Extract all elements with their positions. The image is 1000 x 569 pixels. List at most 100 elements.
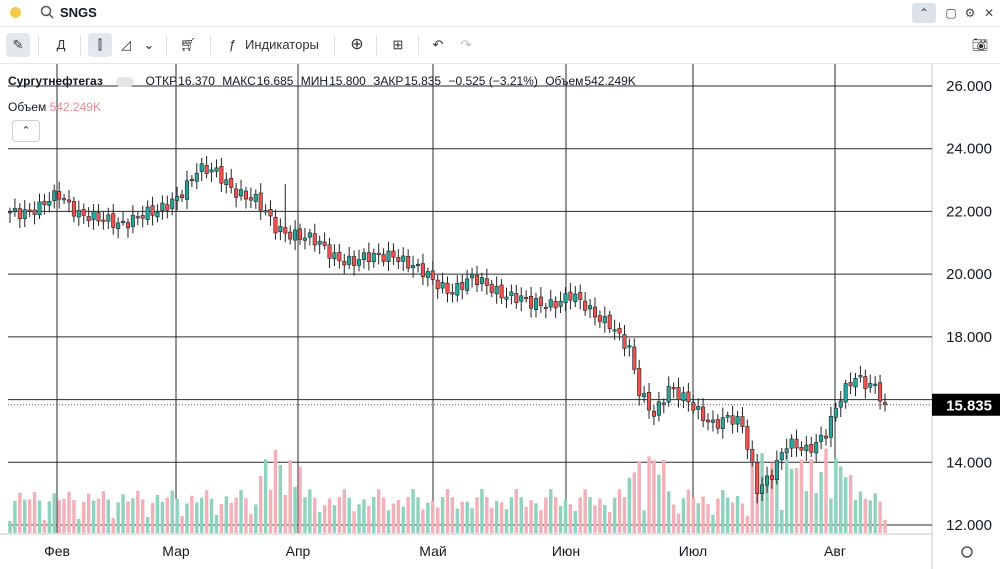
candle-body	[524, 297, 529, 300]
window-restore-icon[interactable]: ▢	[945, 6, 957, 20]
volume-bar	[175, 498, 179, 533]
layout-grid-icon[interactable]: ⊞	[392, 37, 404, 52]
candle-body	[371, 252, 376, 263]
candle-body	[819, 434, 824, 442]
candle-body	[76, 210, 81, 218]
candle-body	[617, 327, 622, 334]
indicators-icon[interactable]: ƒ	[228, 37, 236, 52]
candle-body	[22, 209, 27, 219]
volume-bar	[470, 508, 474, 533]
candle-body	[356, 259, 362, 266]
candle-body	[175, 196, 180, 201]
candle-body	[799, 447, 804, 451]
volume-bar	[824, 448, 828, 533]
candle-body	[386, 250, 391, 262]
candle-body	[696, 406, 701, 410]
candle-body	[504, 296, 509, 300]
candle-body	[130, 214, 135, 227]
draw-pencil-icon[interactable]: ✎	[6, 33, 30, 57]
volume-bar	[190, 495, 194, 533]
last-price-label: 15.835	[946, 398, 992, 415]
open-value: 16.370	[178, 74, 215, 88]
candle-body	[243, 190, 248, 200]
volume-bar	[386, 510, 391, 533]
candle-body	[91, 211, 96, 221]
volume-bar	[136, 490, 140, 533]
volume-bar	[342, 489, 346, 533]
candle-body	[632, 346, 637, 370]
candle-body	[745, 426, 750, 450]
volume-bar	[883, 519, 887, 533]
volume-bar	[111, 517, 115, 533]
candle-body	[214, 167, 219, 172]
volume-bar	[91, 500, 96, 533]
candle-body	[656, 401, 661, 416]
area-chart-type-icon[interactable]: ◿	[121, 37, 131, 52]
volume-bar	[258, 475, 263, 533]
candle-body	[234, 188, 239, 198]
volume-bar	[86, 493, 91, 533]
volume-bar	[411, 489, 415, 533]
indicators-button[interactable]: Индикаторы	[245, 37, 319, 52]
volume-bar	[637, 461, 641, 533]
volume-bar	[372, 497, 376, 533]
volume-bar	[283, 494, 288, 533]
candle-body	[666, 386, 671, 403]
volume-bar	[701, 496, 705, 533]
collapse-up-icon[interactable]: ⌃	[912, 3, 936, 23]
add-plus-icon[interactable]: ⊕	[350, 36, 364, 53]
volume-bar	[691, 497, 696, 533]
cart-icon[interactable]: 🛒︎	[179, 37, 197, 52]
interval-button[interactable]: Д	[56, 37, 66, 52]
candle-body	[337, 251, 342, 262]
volume-bar	[406, 497, 410, 533]
volume-bar	[716, 498, 720, 533]
candle-body	[327, 244, 332, 259]
title-bar: SNGS ⌃ ▢ ⚙ ✕	[0, 0, 1000, 27]
redo-icon[interactable]: ↷	[460, 37, 472, 52]
settings-gear-icon[interactable]: ⚙	[964, 6, 976, 20]
candle-body	[7, 211, 13, 214]
candle-body	[465, 278, 470, 291]
volume-bar	[819, 471, 823, 533]
candle-body	[548, 299, 553, 308]
volume-value: 542.249K	[584, 74, 636, 88]
volume-bar	[622, 497, 627, 533]
volume-bar	[37, 500, 42, 533]
candle-body	[361, 252, 366, 261]
candle-body	[612, 329, 617, 332]
candle-body	[258, 192, 263, 211]
volume-bar	[770, 462, 774, 533]
volume-bar	[224, 496, 229, 533]
chart-settings-icon[interactable]	[961, 546, 973, 558]
candle-body	[460, 281, 465, 290]
chart-type-dropdown-icon[interactable]: ⌄	[143, 37, 155, 52]
candle-body	[538, 296, 543, 306]
undo-icon[interactable]: ↶	[432, 37, 444, 52]
candle-body	[253, 193, 258, 202]
volume-bar	[298, 466, 302, 533]
candle-body	[204, 164, 209, 174]
volume-bar	[814, 492, 818, 533]
camera-icon[interactable]: 📷︎	[971, 37, 989, 52]
y-tick-label: 12.000	[946, 517, 992, 534]
volume-bar	[401, 506, 405, 533]
candle-body	[691, 402, 696, 411]
volume-bar	[617, 489, 622, 533]
candle-body	[322, 241, 327, 246]
volume-bar	[863, 498, 868, 533]
close-icon[interactable]: ✕	[983, 6, 995, 20]
volume-bar	[460, 501, 464, 533]
collapse-legend-icon[interactable]: ⌃	[12, 120, 40, 142]
candle-body	[420, 263, 425, 278]
legend-toggle-icon[interactable]	[116, 76, 135, 87]
candle-body	[455, 282, 460, 296]
volume-bar	[239, 489, 243, 533]
symbol-search-input[interactable]: SNGS	[60, 5, 97, 20]
candles-chart-type-icon[interactable]: ⫿	[88, 33, 112, 57]
search-icon[interactable]	[40, 5, 54, 19]
volume-bar	[268, 489, 273, 533]
volume-bar	[42, 519, 47, 533]
candle-body	[858, 375, 863, 378]
